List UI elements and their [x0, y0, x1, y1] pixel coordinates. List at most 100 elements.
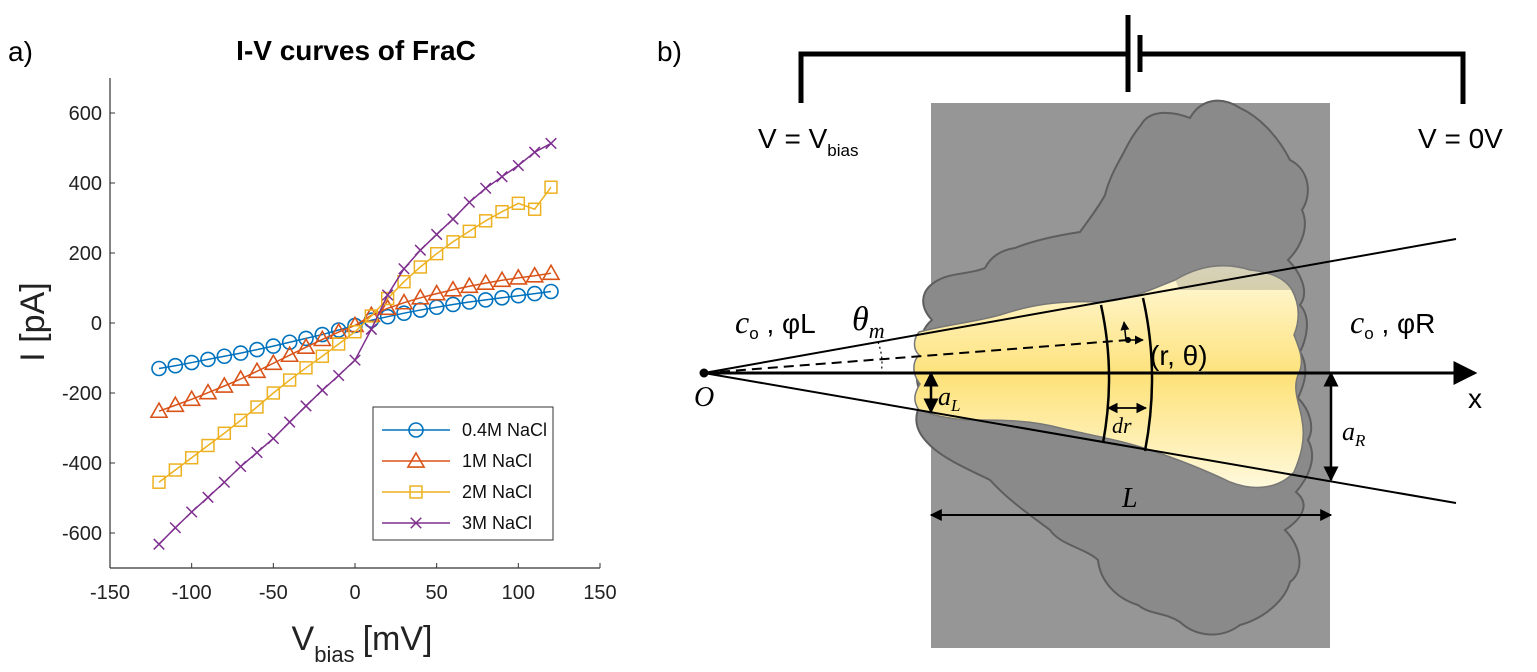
data-point: [249, 341, 265, 358]
data-point: [214, 376, 234, 393]
data-point: [445, 296, 461, 313]
series-layer: [149, 137, 561, 550]
wire-right: [1140, 51, 1466, 104]
y-ticks: -600 -400 -200 0 200 400 600: [62, 103, 115, 545]
x-tick-label: 50: [426, 582, 448, 604]
series-1m-nacl: [149, 263, 561, 419]
aL-label: aL: [938, 382, 960, 415]
data-point: [447, 213, 459, 225]
data-point: [348, 325, 362, 339]
unit-vector-theta: [1120, 321, 1130, 341]
data-point: [459, 276, 479, 294]
data-point: [492, 270, 512, 288]
data-point: [299, 361, 313, 375]
data-point: [265, 338, 282, 354]
y-tick-label: 200: [69, 243, 102, 265]
data-point: [165, 395, 185, 413]
data-point: [152, 475, 166, 489]
data-point: [200, 351, 216, 368]
data-point: [281, 334, 298, 351]
pore-diagram: V = Vbias V = 0V: [694, 15, 1503, 648]
data-point: [541, 263, 561, 281]
data-point: [250, 400, 264, 414]
data-point: [202, 491, 214, 504]
data-point: [463, 196, 476, 209]
dr-label: dr: [1112, 413, 1132, 438]
series-3m-nacl: [153, 137, 557, 550]
voltage-right-label: V = 0V: [1418, 123, 1503, 154]
x-ticks: -150 -100 -50 0 50 100 150: [90, 563, 617, 604]
data-point: [525, 266, 545, 283]
data-point: [298, 330, 314, 347]
legend-label: 2M NaCl: [462, 482, 532, 502]
data-point: [508, 268, 528, 285]
data-point: [231, 369, 251, 386]
data-point: [429, 247, 444, 261]
x-axis-label-diagram: x: [1468, 383, 1482, 414]
data-point: [218, 476, 231, 489]
data-point: [479, 182, 492, 195]
x-tick-label: -150: [90, 582, 130, 604]
legend: 0.4M NaCl 1M NaCl 2M NaCl 3M NaCl: [372, 406, 554, 541]
y-tick-label: 0: [91, 313, 102, 335]
theta-arc: [877, 341, 883, 374]
data-point: [282, 373, 297, 387]
legend-item: 1M NaCl: [382, 451, 532, 471]
y-tick-label: -400: [62, 453, 102, 475]
dr-inner-arc: [1099, 304, 1111, 444]
y-tick-label: 400: [69, 173, 102, 195]
data-point: [427, 283, 447, 301]
series-line: [158, 186, 552, 483]
y-axis-label: I [pA]: [14, 282, 52, 361]
data-point: [183, 354, 200, 371]
legend-box: [372, 406, 554, 541]
x-tick-label: 150: [583, 582, 616, 604]
data-point: [233, 413, 248, 428]
data-point: [380, 291, 395, 306]
x-tick-label: -50: [259, 582, 288, 604]
data-point: [316, 384, 329, 396]
data-point: [234, 460, 247, 473]
data-point: [397, 275, 411, 289]
x-tick-label: 100: [502, 582, 535, 604]
data-point: [314, 326, 331, 343]
series-0-4m-nacl: [151, 283, 559, 377]
data-point: [232, 345, 249, 361]
y-tick-label: 600: [69, 103, 102, 125]
data-point: [527, 202, 542, 216]
legend-item: 0.4M NaCl: [382, 420, 547, 440]
data-point: [151, 360, 167, 377]
dr-outer-arc: [1141, 297, 1154, 452]
x-tick-label: -100: [172, 582, 212, 604]
data-point: [406, 451, 426, 468]
data-point: [296, 337, 316, 354]
data-point: [263, 353, 283, 371]
data-point: [315, 349, 330, 363]
data-point: [461, 294, 478, 310]
data-point: [379, 308, 396, 325]
data-point: [217, 426, 232, 440]
data-point: [409, 485, 423, 499]
data-point: [446, 235, 460, 249]
series-2m-nacl: [152, 180, 558, 489]
data-point: [331, 337, 346, 351]
iv-chart: -150 -100 -50 0 50 100 150 -600 -400 -200 0 200 400…: [14, 78, 617, 667]
chart-title: I-V curves of FraC: [236, 35, 476, 66]
data-point: [182, 389, 202, 407]
data-point: [168, 463, 183, 477]
data-point: [495, 205, 509, 219]
data-point: [496, 170, 508, 183]
data-point: [184, 451, 199, 465]
data-point: [414, 244, 427, 256]
data-point: [462, 224, 477, 239]
data-point: [512, 159, 525, 172]
data-point: [494, 289, 510, 306]
data-point: [410, 517, 422, 529]
data-point: [365, 323, 378, 336]
data-point: [413, 260, 428, 274]
data-point: [510, 287, 527, 304]
wire-left: [798, 51, 1128, 103]
data-point: [443, 280, 463, 297]
data-point: [280, 345, 300, 363]
